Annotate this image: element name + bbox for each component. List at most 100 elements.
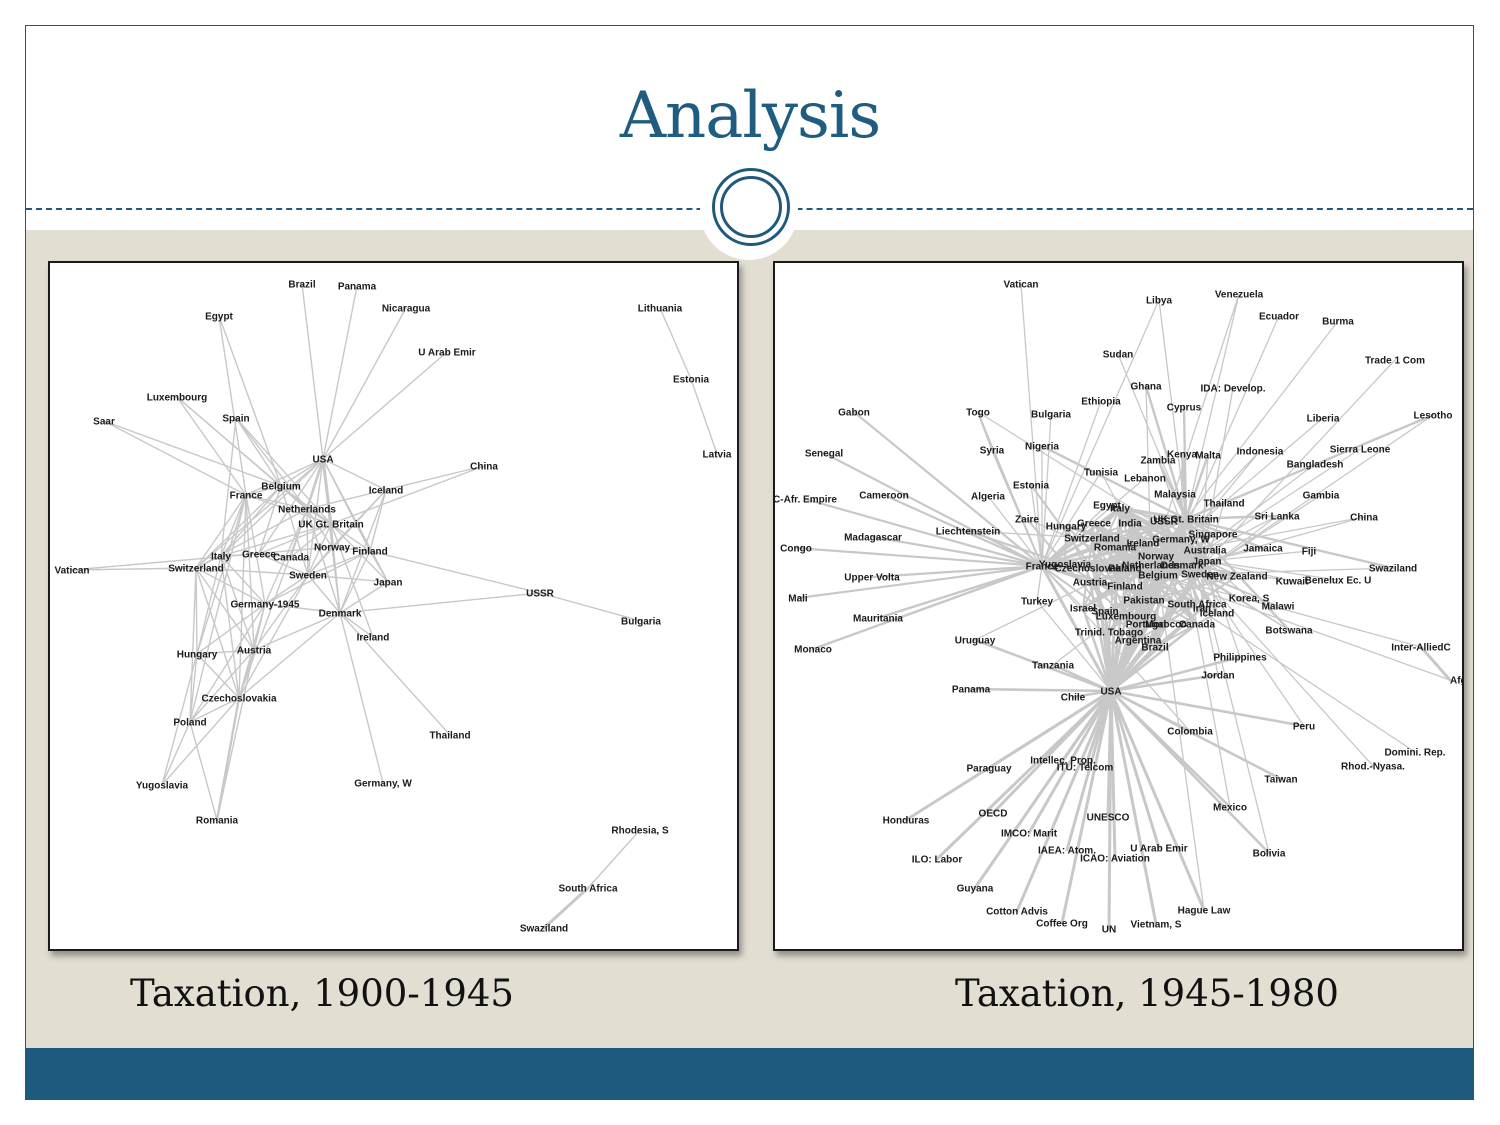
- edge: [1419, 645, 1452, 682]
- node-label-algeria: Algeria: [971, 492, 1005, 503]
- edge: [258, 553, 309, 576]
- node-label-uk-gt-britain: UK Gt. Britain: [298, 520, 364, 531]
- edge: [215, 696, 241, 822]
- node-label-panama: Panama: [338, 282, 377, 293]
- node-label-portugal: Portugal: [1126, 620, 1167, 631]
- node-label-mali: Mali: [788, 594, 808, 605]
- edge: [1036, 600, 1112, 692]
- edge: [1154, 607, 1203, 648]
- node-label-thailand: Thailand: [1203, 499, 1244, 510]
- edge: [1201, 607, 1218, 614]
- node-label-italy: Italy: [1110, 504, 1130, 515]
- edge: [1109, 655, 1242, 693]
- edge: [1199, 573, 1305, 727]
- edge: [339, 612, 374, 638]
- node-label-hungary: Hungary: [177, 650, 218, 661]
- node-label-norway: Norway: [314, 543, 351, 554]
- node-label-botswana: Botswana: [1265, 626, 1313, 637]
- node-label-poland: Poland: [173, 718, 206, 729]
- node-label-malaysia: Malaysia: [1154, 490, 1196, 501]
- node-label-switzerland: Switzerland: [1064, 534, 1120, 545]
- node-label-sudan: Sudan: [1103, 350, 1134, 361]
- edge: [301, 283, 324, 460]
- node-label-imco-marit: IMCO: Marit: [1001, 829, 1058, 840]
- edge: [1184, 514, 1279, 521]
- node-label-netherlands: Netherlands: [278, 505, 336, 516]
- edge: [1118, 506, 1188, 521]
- node-label-denmark: Denmark: [319, 609, 362, 620]
- edges: [71, 283, 718, 930]
- edge: [1199, 387, 1234, 575]
- edge: [1184, 517, 1265, 550]
- edge: [189, 697, 240, 723]
- node-label-argentina: Argentina: [1115, 636, 1162, 647]
- node-label-vatican: Vatican: [1003, 280, 1038, 291]
- node-label-taiwan: Taiwan: [1264, 775, 1297, 786]
- edge: [220, 555, 255, 651]
- edge: [307, 523, 332, 576]
- edge: [1109, 689, 1161, 850]
- node-label-romania: Romania: [196, 816, 239, 827]
- edge: [369, 550, 389, 583]
- node-label-czechoslovakia: Czechoslovakia: [1054, 564, 1129, 575]
- node-label-ethiopia: Ethiopia: [1081, 397, 1121, 408]
- node-label-egypt: Egypt: [205, 312, 233, 323]
- edge: [1118, 506, 1158, 558]
- edge: [1040, 506, 1122, 568]
- edge: [1145, 603, 1198, 625]
- node-label-romania: Romania: [1094, 543, 1137, 554]
- node-label-estonia: Estonia: [673, 375, 710, 386]
- node-label-paraguay: Paraguay: [966, 764, 1011, 775]
- node-label-oecd: OECD: [979, 809, 1008, 820]
- edges: [794, 283, 1452, 931]
- node-label-senegal: Senegal: [805, 449, 844, 460]
- edge: [339, 592, 541, 614]
- node-label-ecuador: Ecuador: [1259, 312, 1299, 323]
- node-label-italy: Italy: [211, 552, 231, 563]
- edge: [1156, 458, 1188, 521]
- node-label-austria: Austria: [1073, 578, 1108, 589]
- node-label-ghana: Ghana: [1130, 382, 1162, 393]
- node-label-canada: Canada: [273, 553, 310, 564]
- edge: [189, 603, 266, 723]
- node-label-luxembourg: Luxembourg: [1096, 612, 1157, 623]
- edge: [195, 567, 240, 699]
- edge: [1206, 547, 1264, 562]
- node-label-u-arab-emir: U Arab Emir: [1130, 844, 1188, 855]
- node-label-austria: Austria: [237, 646, 272, 657]
- edge: [1180, 315, 1280, 540]
- edge: [1109, 622, 1199, 693]
- edge: [189, 653, 198, 723]
- edge: [322, 307, 407, 460]
- footer-bar: [26, 1048, 1473, 1100]
- node-label-lebanon: Lebanon: [1124, 474, 1166, 485]
- edge: [1137, 623, 1147, 641]
- edge: [659, 307, 692, 380]
- edge: [1082, 585, 1126, 609]
- edge: [1118, 506, 1184, 567]
- node-label-pakistan: Pakistan: [1123, 596, 1164, 607]
- edge: [307, 574, 341, 614]
- node-label-latvia: Latvia: [703, 450, 732, 461]
- edge: [1036, 565, 1043, 602]
- edge: [331, 546, 341, 614]
- edge: [1184, 413, 1435, 521]
- edge: [306, 508, 309, 576]
- node-label-japan: Japan: [1193, 557, 1222, 568]
- node-label-hague-law: Hague Law: [1178, 906, 1231, 917]
- edge: [264, 574, 309, 605]
- node-label-mexico: Mexico: [1213, 803, 1247, 814]
- edge: [1109, 689, 1271, 855]
- node-label-finland: Finland: [1107, 582, 1143, 593]
- edge: [279, 484, 309, 511]
- node-label-cameroon: Cameroon: [859, 491, 908, 502]
- node-label-morocco: Morocco: [1145, 620, 1187, 631]
- edge: [245, 494, 332, 525]
- edge: [1041, 299, 1160, 567]
- edge: [220, 494, 247, 557]
- node-label-malta: Malta: [1195, 451, 1221, 462]
- node-label-benelux-ec-u: Benelux Ec. U: [1305, 576, 1372, 587]
- node-label-itu-telcom: ITU: Telcom: [1057, 763, 1114, 774]
- edge: [1041, 400, 1102, 567]
- node-label-korea-s: Korea, S: [1229, 594, 1270, 605]
